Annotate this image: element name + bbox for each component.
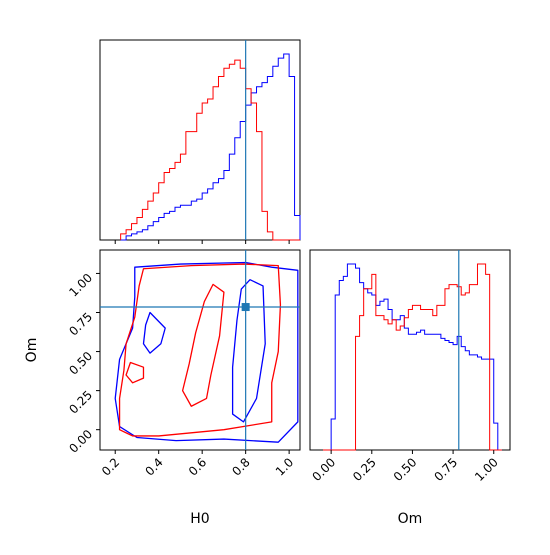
om-histogram-frame [309,249,511,451]
om-histogram-series [323,263,502,451]
x-axis-label-h0: H0 [190,511,209,527]
om-histogram-step-2 [323,263,502,451]
contour-line-3 [142,311,166,354]
x-axis-label-om: Om [398,511,423,527]
contour-line-5 [181,283,225,407]
y-axis-label-om: Om [24,338,40,363]
contour-series [114,261,299,443]
contour-line-4 [118,263,282,437]
h0-histogram-panel [99,39,301,244]
om-histogram-step-1 [323,263,502,451]
contour-line-6 [125,361,145,384]
h0-histogram-step-2 [120,59,300,241]
truth-marker [241,303,250,312]
h0-histogram-frame [99,39,301,241]
h0-histogram-series [120,53,301,241]
h0-histogram-step-1 [120,53,301,241]
contour-frame [99,249,301,451]
h0-histogram-ticks [114,240,290,244]
contour-line-2 [231,279,266,423]
